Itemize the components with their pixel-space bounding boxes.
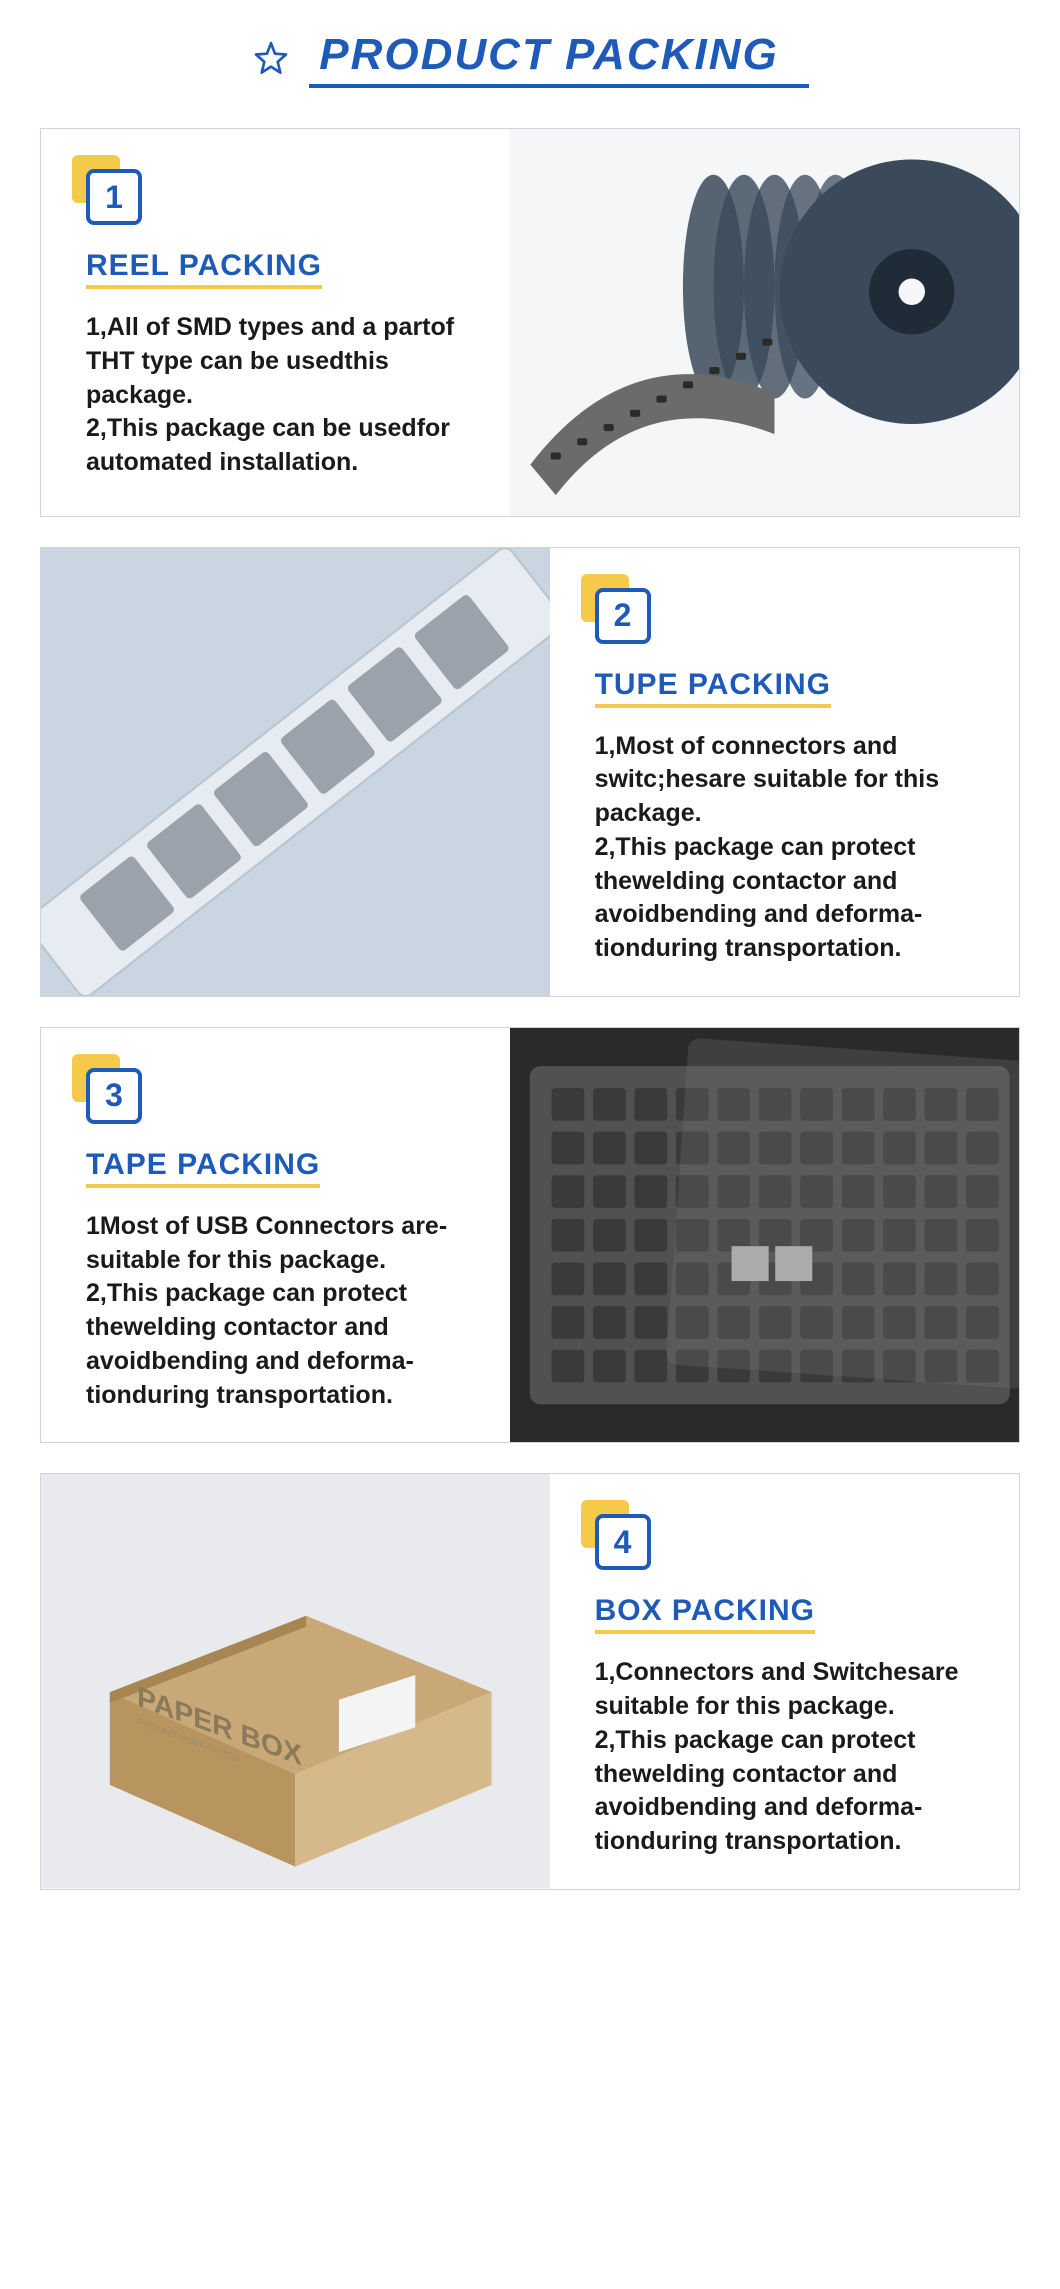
card-text-col: 2 TUPE PACKING 1,Most of connectors and sw… bbox=[550, 548, 1019, 996]
card-body: 1,Connectors and Switchesare suitable fo… bbox=[595, 1656, 989, 1859]
card-title: TUPE PACKING bbox=[595, 668, 831, 708]
card-image: PAPER BOXPACKING MOCK-UP PSD bbox=[41, 1474, 550, 1889]
card-body: 1Most of USB Connectors are-suitable for… bbox=[86, 1210, 480, 1413]
number-badge: 4 bbox=[595, 1514, 657, 1576]
number-value: 4 bbox=[595, 1514, 651, 1570]
card-text-col: 3 TAPE PACKING 1Most of USB Connectors are… bbox=[41, 1028, 510, 1443]
card-image bbox=[41, 548, 550, 996]
card-title: BOX PACKING bbox=[595, 1594, 815, 1634]
card-image bbox=[510, 1028, 1019, 1443]
card-text-col: 1 REEL PACKING 1,All of SMD types and a pa… bbox=[41, 129, 510, 516]
page-title: PRODUCT PACKING bbox=[309, 30, 808, 88]
number-value: 3 bbox=[86, 1068, 142, 1124]
number-badge: 3 bbox=[86, 1068, 148, 1130]
packing-card-3: 3 TAPE PACKING 1Most of USB Connectors are… bbox=[40, 1027, 1020, 1444]
tray-illustration bbox=[510, 1028, 1019, 1443]
card-title: REEL PACKING bbox=[86, 249, 322, 289]
packing-card-4: PAPER BOXPACKING MOCK-UP PSD 4 BOX PACKING… bbox=[40, 1473, 1020, 1890]
number-badge: 2 bbox=[595, 588, 657, 650]
card-body: 1,Most of connectors and switc;hesare su… bbox=[595, 730, 989, 966]
number-value: 2 bbox=[595, 588, 651, 644]
packing-card-1: 1 REEL PACKING 1,All of SMD types and a pa… bbox=[40, 128, 1020, 517]
number-value: 1 bbox=[86, 169, 142, 225]
page-title-wrap: PRODUCT PACKING bbox=[0, 30, 1060, 88]
packing-card-2: 2 TUPE PACKING 1,Most of connectors and sw… bbox=[40, 547, 1020, 997]
card-text-col: 4 BOX PACKING 1,Connectors and Switchesare… bbox=[550, 1474, 1019, 1889]
number-badge: 1 bbox=[86, 169, 148, 231]
card-body: 1,All of SMD types and a partof THT type… bbox=[86, 311, 480, 480]
card-title: TAPE PACKING bbox=[86, 1148, 320, 1188]
star-icon bbox=[251, 39, 291, 79]
box-illustration: PAPER BOXPACKING MOCK-UP PSD bbox=[41, 1474, 550, 1889]
tube-illustration bbox=[41, 548, 550, 996]
reel-illustration bbox=[510, 129, 1019, 516]
card-image bbox=[510, 129, 1019, 516]
